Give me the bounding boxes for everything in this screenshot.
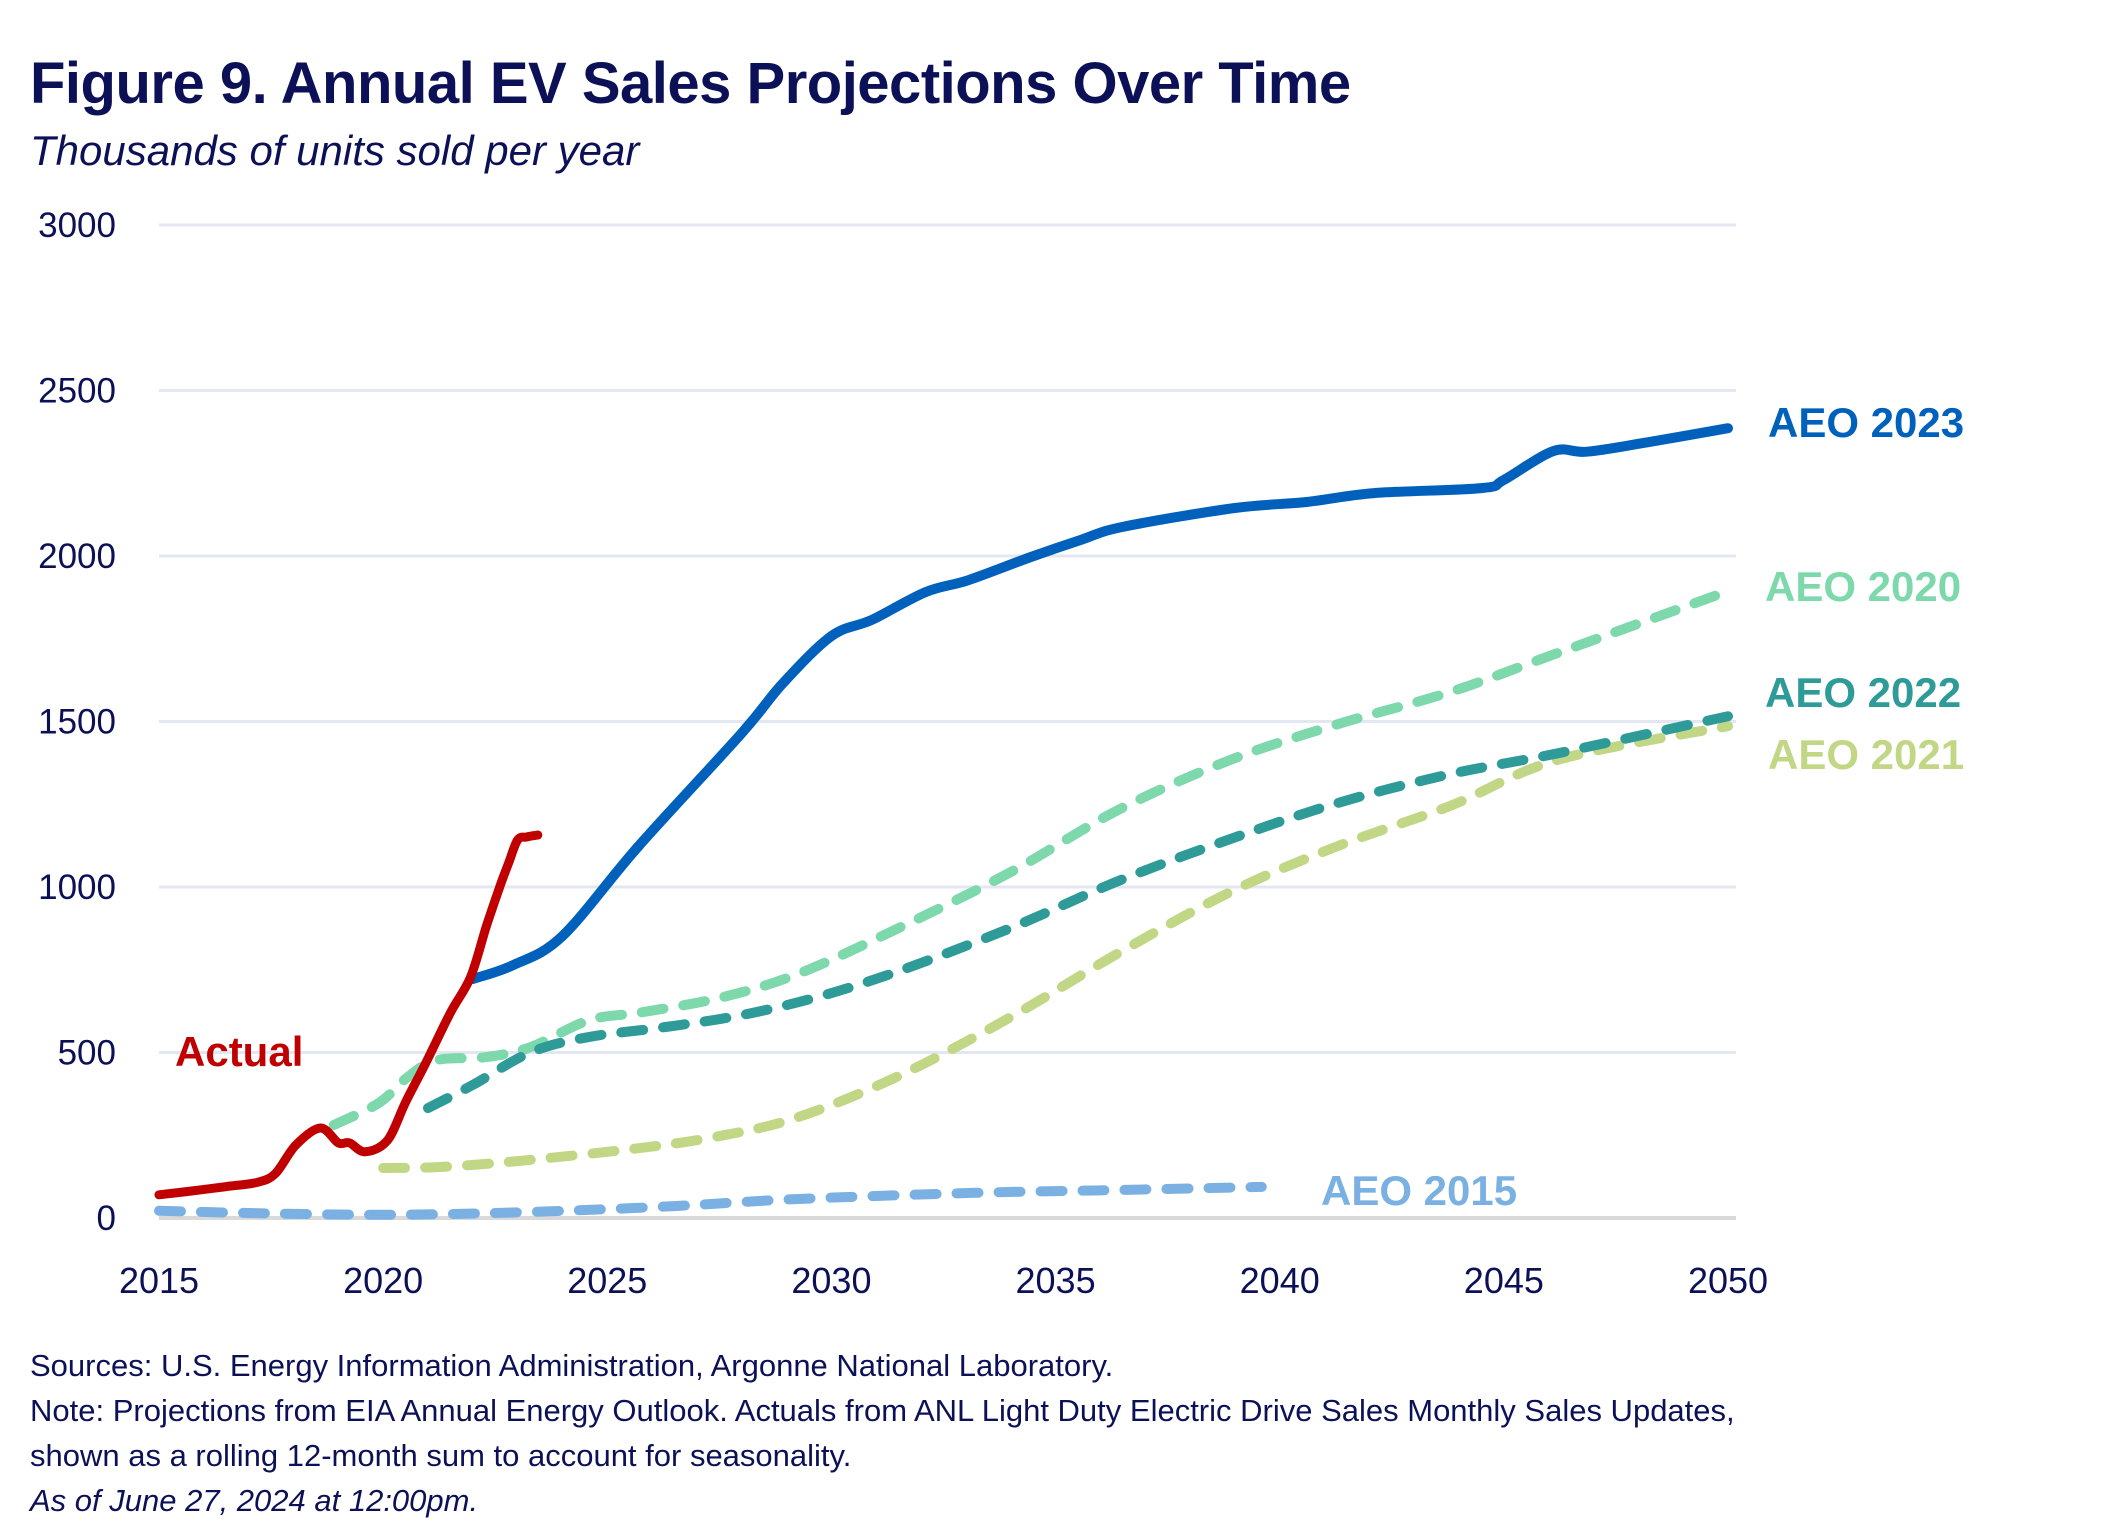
series-label-aeo-2023: AEO 2023 [1768, 399, 1964, 446]
y-tick-label: 1000 [38, 868, 116, 907]
series-label-aeo-2020: AEO 2020 [1765, 563, 1961, 610]
as-of-timestamp: As of June 27, 2024 at 12:00pm. [30, 1483, 479, 1518]
series-line-aeo-2020 [328, 586, 1733, 1130]
y-tick-label: 1500 [38, 703, 116, 742]
x-tick-label: 2045 [1464, 1260, 1544, 1301]
y-tick-label: 2500 [38, 372, 116, 411]
y-tick-label: 2000 [38, 537, 116, 576]
x-axis-ticks: 2015 2020 2025 2030 2035 2040 2045 2050 [119, 1260, 1768, 1301]
series-label-aeo-2015: AEO 2015 [1321, 1167, 1517, 1214]
series-label-aeo-2022: AEO 2022 [1765, 669, 1961, 716]
methodology-note-line-2: shown as a rolling 12-month sum to accou… [30, 1438, 852, 1473]
x-tick-label: 2020 [343, 1260, 423, 1301]
series-line-aeo-2015 [154, 1181, 1267, 1220]
gridlines [159, 223, 1736, 1220]
series-line-actual [154, 830, 543, 1200]
series-label-aeo-2021: AEO 2021 [1768, 731, 1964, 778]
sources-note: Sources: U.S. Energy Information Adminis… [30, 1348, 1114, 1383]
x-tick-label: 2030 [791, 1260, 871, 1301]
x-tick-label: 2025 [567, 1260, 647, 1301]
series-line-aeo-2023 [467, 423, 1733, 984]
chart-title: Figure 9. Annual EV Sales Projections Ov… [30, 51, 1351, 116]
x-tick-label: 2035 [1016, 1260, 1096, 1301]
series-lines [154, 423, 1733, 1220]
y-tick-label: 3000 [38, 206, 116, 245]
chart-subtitle: Thousands of units sold per year [30, 127, 640, 174]
x-tick-label: 2050 [1688, 1260, 1768, 1301]
x-tick-label: 2015 [119, 1260, 199, 1301]
y-tick-label: 500 [58, 1034, 116, 1073]
chart-footer: Sources: U.S. Energy Information Adminis… [30, 1343, 1735, 1523]
series-line-aeo-2022 [423, 711, 1733, 1114]
methodology-note-line-1: Note: Projections from EIA Annual Energy… [30, 1393, 1735, 1428]
series-labels: AEO 2015 AEO 2020 AEO 2021 AEO 2022 AEO 2023… [175, 399, 1964, 1214]
x-tick-label: 2040 [1240, 1260, 1320, 1301]
y-axis-ticks: 0 500 1000 1500 2000 2500 3000 [38, 206, 116, 1238]
y-tick-label: 0 [97, 1199, 116, 1238]
series-line-aeo-2021 [378, 721, 1733, 1173]
series-label-actual: Actual [175, 1028, 303, 1075]
